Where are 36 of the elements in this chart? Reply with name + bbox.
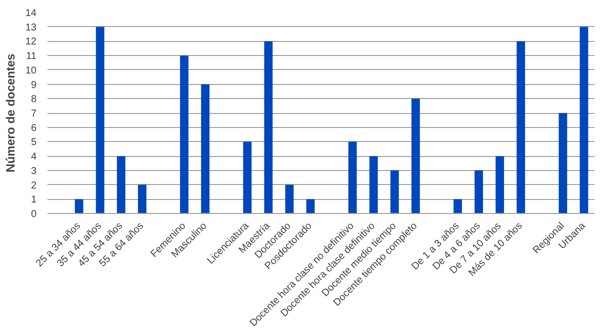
- bar: [558, 113, 568, 214]
- bar: [390, 170, 399, 214]
- y-tick-label: 5: [30, 137, 37, 148]
- bar: [96, 26, 104, 214]
- y-tick-label: 8: [30, 94, 37, 106]
- bar: [306, 199, 315, 214]
- y-tick-label: 14: [25, 8, 37, 19]
- bar: [496, 156, 504, 214]
- bar: [264, 41, 273, 214]
- y-tick-label: 13: [25, 22, 37, 34]
- bar: [474, 170, 483, 214]
- y-tick-label: 10: [25, 65, 37, 76]
- bar: [411, 98, 420, 214]
- bar: [516, 41, 526, 214]
- y-tick-label: 12: [25, 36, 37, 48]
- bar: [369, 156, 378, 214]
- bar: [138, 184, 146, 214]
- y-tick-label: 0: [30, 209, 37, 220]
- y-tick-label: 4: [30, 152, 37, 163]
- y-tick-label: 2: [30, 180, 37, 192]
- bar: [580, 26, 588, 214]
- bar: [116, 156, 126, 214]
- y-axis-title: Número de docentes: [3, 53, 18, 172]
- y-tick-label: 7: [30, 108, 37, 120]
- y-tick-label: 6: [30, 122, 37, 134]
- bar: [74, 199, 84, 214]
- bar: [348, 142, 357, 214]
- y-tick-label: 1: [30, 194, 37, 206]
- bar: [201, 84, 210, 214]
- y-tick-label: 9: [30, 80, 37, 91]
- bar: [285, 184, 294, 214]
- bar: [180, 56, 188, 214]
- y-tick-label: 3: [30, 166, 37, 177]
- bar: [243, 142, 252, 214]
- y-tick-label: 11: [26, 51, 37, 62]
- bar: [454, 199, 462, 214]
